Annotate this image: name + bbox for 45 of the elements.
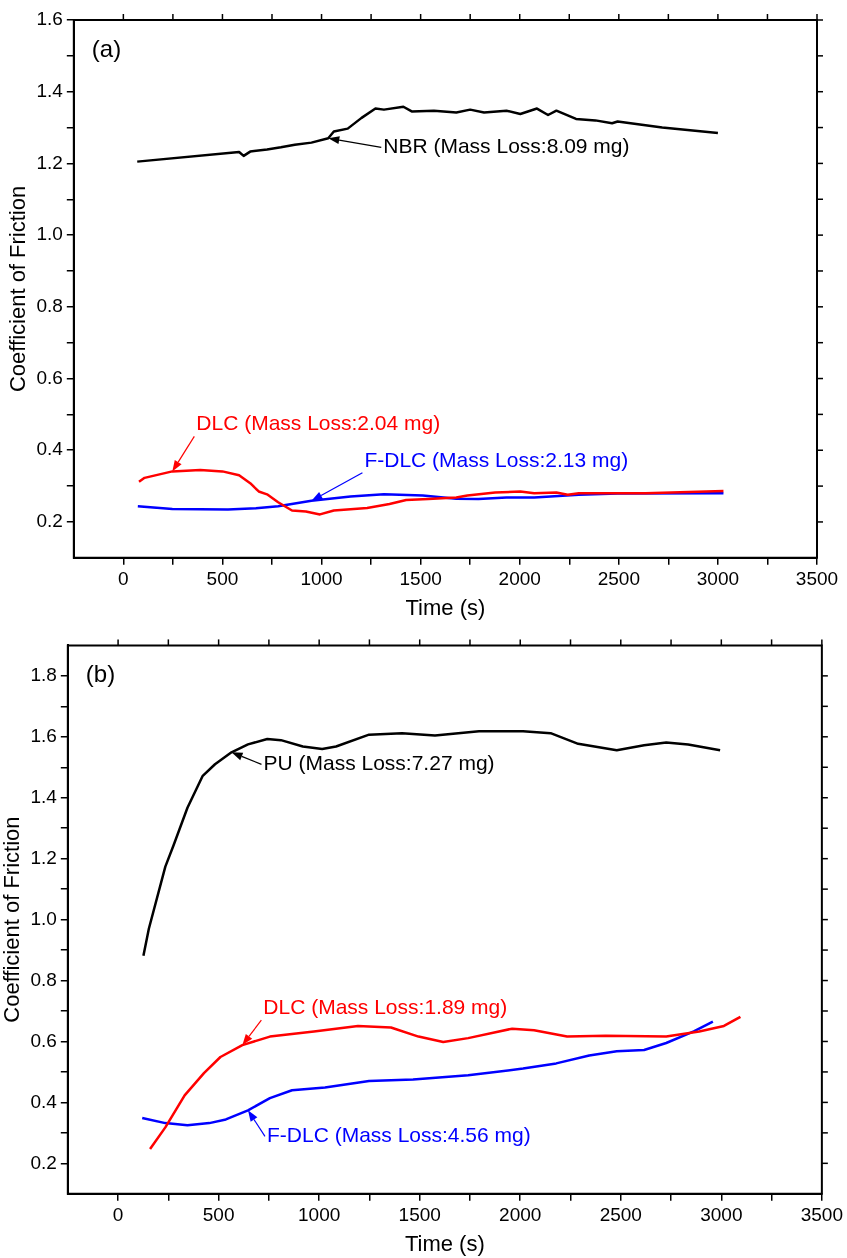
- x-tick-label: 1500: [399, 568, 442, 590]
- x-tick-label: 3500: [800, 1204, 844, 1226]
- x-tick-label: 1500: [398, 1204, 441, 1226]
- x-tick-label: 1000: [298, 1204, 341, 1226]
- x-axis-title: Time (s): [405, 594, 486, 620]
- y-tick-label: 0.2: [36, 510, 63, 532]
- y-tick-label: 0.2: [30, 1151, 57, 1173]
- y-tick-label: 1.6: [36, 8, 63, 30]
- x-tick-label: 3000: [700, 1204, 743, 1226]
- annotation: NBR (Mass Loss:8.09 mg): [383, 134, 630, 158]
- y-tick-label: 1.8: [30, 664, 57, 686]
- annotation: DLC (Mass Loss:1.89 mg): [263, 994, 508, 1018]
- x-tick-label: 500: [202, 1204, 235, 1226]
- annotation: (b): [85, 660, 116, 688]
- x-axis-title: Time (s): [404, 1230, 485, 1256]
- annotation: (a): [91, 34, 122, 62]
- y-tick-label: 1.2: [36, 151, 63, 173]
- annotation: F-DLC (Mass Loss:4.56 mg): [266, 1123, 531, 1147]
- y-axis-title: Coefficient of Friction: [0, 816, 25, 1023]
- y-tick-label: 1.6: [30, 725, 57, 747]
- x-tick-label: 1000: [300, 568, 343, 590]
- x-tick-label: 0: [112, 1204, 124, 1226]
- annotation: DLC (Mass Loss:2.04 mg): [196, 411, 441, 435]
- x-tick-label: 500: [206, 568, 239, 590]
- x-tick-label: 3000: [696, 568, 740, 590]
- y-tick-label: 0.4: [36, 438, 64, 460]
- x-tick-label: 2000: [498, 568, 541, 590]
- y-tick-label: 0.4: [30, 1090, 58, 1112]
- x-tick-label: 3500: [795, 568, 839, 590]
- y-tick-label: 1.4: [30, 785, 58, 807]
- y-tick-label: 0.8: [30, 968, 57, 990]
- x-tick-label: 0: [118, 568, 129, 590]
- annotation: F-DLC (Mass Loss:2.13 mg): [364, 447, 629, 471]
- y-tick-label: 1.4: [36, 79, 64, 101]
- y-tick-label: 1.0: [36, 223, 63, 245]
- y-tick-label: 1.2: [30, 846, 57, 868]
- x-tick-label: 2000: [499, 1204, 542, 1226]
- y-tick-label: 1.0: [30, 907, 57, 929]
- y-tick-label: 0.8: [36, 295, 63, 317]
- y-tick-label: 0.6: [30, 1029, 57, 1051]
- y-tick-label: 0.6: [36, 366, 63, 388]
- y-axis-title: Coefficient of Friction: [5, 185, 31, 393]
- x-tick-label: 2500: [599, 1204, 642, 1226]
- annotation: PU (Mass Loss:7.27 mg): [263, 751, 495, 775]
- x-tick-label: 2500: [597, 568, 640, 590]
